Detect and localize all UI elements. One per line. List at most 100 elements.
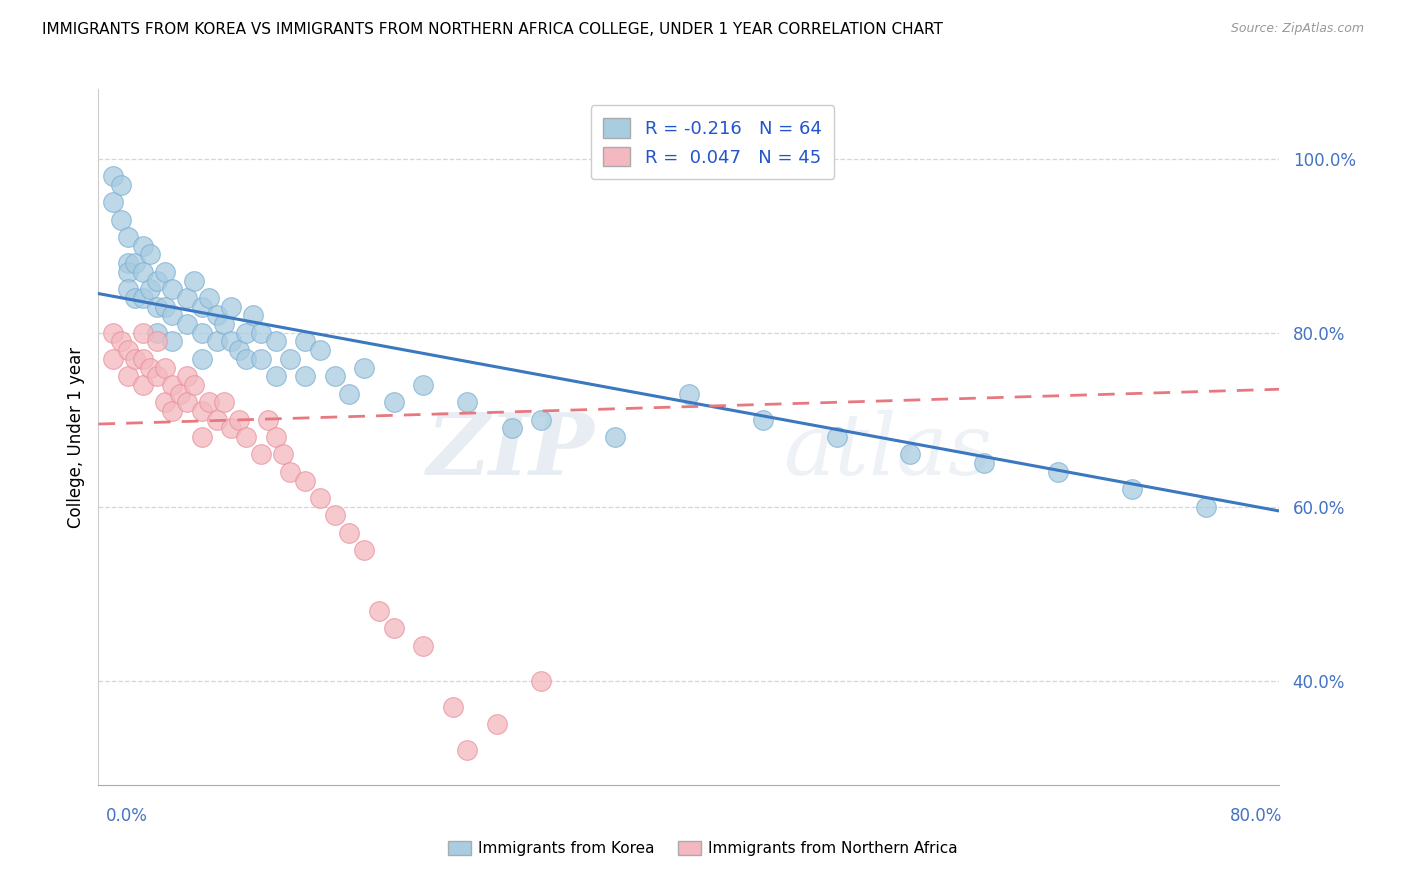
Point <box>257 412 280 427</box>
Point <box>278 465 302 479</box>
Point <box>1195 500 1218 514</box>
Point <box>264 334 287 349</box>
Point <box>146 334 169 349</box>
Point <box>191 300 214 314</box>
Point <box>103 169 125 183</box>
Point <box>530 412 553 427</box>
Y-axis label: College, Under 1 year: College, Under 1 year <box>66 346 84 528</box>
Point <box>264 430 287 444</box>
Text: 80.0%: 80.0% <box>1230 807 1282 825</box>
Point <box>250 351 273 366</box>
Point <box>198 395 221 409</box>
Text: IMMIGRANTS FROM KOREA VS IMMIGRANTS FROM NORTHERN AFRICA COLLEGE, UNDER 1 YEAR C: IMMIGRANTS FROM KOREA VS IMMIGRANTS FROM… <box>42 22 943 37</box>
Point <box>183 378 205 392</box>
Point <box>212 395 235 409</box>
Point <box>278 351 302 366</box>
Point <box>132 378 155 392</box>
Point <box>212 317 235 331</box>
Legend: Immigrants from Korea, Immigrants from Northern Africa: Immigrants from Korea, Immigrants from N… <box>441 835 965 862</box>
Point <box>139 247 162 261</box>
Point <box>605 430 627 444</box>
Point <box>103 326 125 340</box>
Point <box>219 334 242 349</box>
Point <box>198 291 221 305</box>
Point <box>132 265 155 279</box>
Point <box>139 360 162 375</box>
Point <box>441 699 464 714</box>
Point <box>117 230 139 244</box>
Point <box>219 421 242 435</box>
Point <box>117 343 139 357</box>
Point <box>294 474 316 488</box>
Point <box>501 421 523 435</box>
Point <box>242 308 264 322</box>
Point <box>117 369 139 384</box>
Point <box>162 378 183 392</box>
Point <box>456 395 478 409</box>
Point <box>124 256 146 270</box>
Point <box>1046 465 1069 479</box>
Point <box>162 308 183 322</box>
Point <box>103 351 125 366</box>
Point <box>153 360 176 375</box>
Point <box>530 673 553 688</box>
Point <box>176 317 198 331</box>
Point <box>162 404 183 418</box>
Point <box>294 369 316 384</box>
Point <box>146 369 169 384</box>
Point <box>235 430 257 444</box>
Point <box>176 395 198 409</box>
Point <box>250 447 273 461</box>
Point <box>353 360 375 375</box>
Point <box>132 238 155 252</box>
Point <box>169 386 191 401</box>
Point <box>337 525 360 540</box>
Point <box>103 195 125 210</box>
Point <box>486 717 509 731</box>
Legend: R = -0.216   N = 64, R =  0.047   N = 45: R = -0.216 N = 64, R = 0.047 N = 45 <box>591 105 834 179</box>
Point <box>353 543 375 558</box>
Point <box>412 378 434 392</box>
Point <box>124 291 146 305</box>
Point <box>323 369 346 384</box>
Point <box>183 273 205 287</box>
Point <box>228 412 250 427</box>
Point <box>162 334 183 349</box>
Point <box>235 326 257 340</box>
Point <box>825 430 848 444</box>
Point <box>337 386 360 401</box>
Point <box>176 291 198 305</box>
Point <box>132 291 155 305</box>
Point <box>309 491 332 505</box>
Point <box>146 300 169 314</box>
Point <box>117 256 139 270</box>
Point <box>205 412 228 427</box>
Point <box>191 404 214 418</box>
Point <box>250 326 273 340</box>
Point <box>191 326 214 340</box>
Point <box>235 351 257 366</box>
Point <box>110 334 132 349</box>
Point <box>153 300 176 314</box>
Text: Source: ZipAtlas.com: Source: ZipAtlas.com <box>1230 22 1364 36</box>
Point <box>323 508 346 523</box>
Point <box>219 300 242 314</box>
Point <box>162 282 183 296</box>
Point <box>900 447 922 461</box>
Point <box>271 447 294 461</box>
Point <box>1121 482 1143 496</box>
Point <box>176 369 198 384</box>
Point <box>153 395 176 409</box>
Point <box>678 386 700 401</box>
Point <box>382 621 405 635</box>
Point <box>117 265 139 279</box>
Point <box>139 282 162 296</box>
Text: ZIP: ZIP <box>426 409 595 492</box>
Point <box>368 604 391 618</box>
Point <box>751 412 773 427</box>
Point <box>132 326 155 340</box>
Point <box>191 351 214 366</box>
Point <box>264 369 287 384</box>
Point <box>412 639 434 653</box>
Text: atlas: atlas <box>783 409 993 492</box>
